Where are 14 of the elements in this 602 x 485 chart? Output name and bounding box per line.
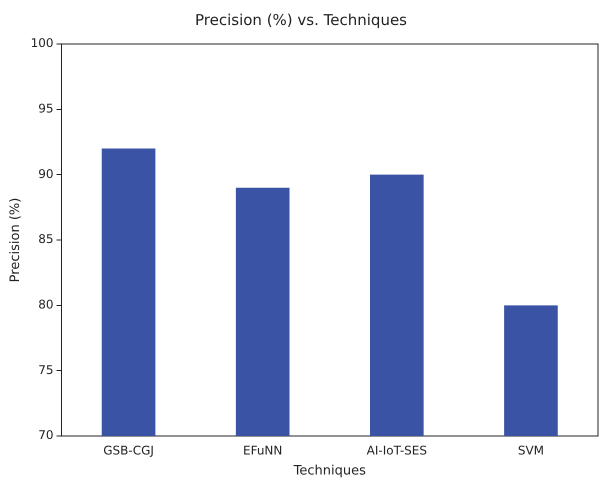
y-tick-label: 90: [38, 166, 54, 181]
x-axis-title: Techniques: [292, 464, 366, 479]
x-tick-label: SVM: [518, 443, 544, 458]
x-tick-label: GSB-CGJ: [103, 443, 154, 458]
y-tick-label: 80: [38, 297, 54, 312]
y-axis-title: Precision (%): [8, 198, 24, 282]
y-tick-label: 95: [38, 101, 54, 116]
x-tick-label: AI-IoT-SES: [366, 443, 427, 458]
x-tick-label: EFuNN: [242, 443, 282, 458]
y-tick-label: 85: [38, 232, 54, 246]
y-tick-label: 100: [30, 36, 54, 50]
chart-title: Precision (%) vs. Techniques: [195, 10, 408, 29]
y-tick-label: 75: [38, 362, 54, 377]
y-tick-label: 70: [38, 428, 54, 442]
